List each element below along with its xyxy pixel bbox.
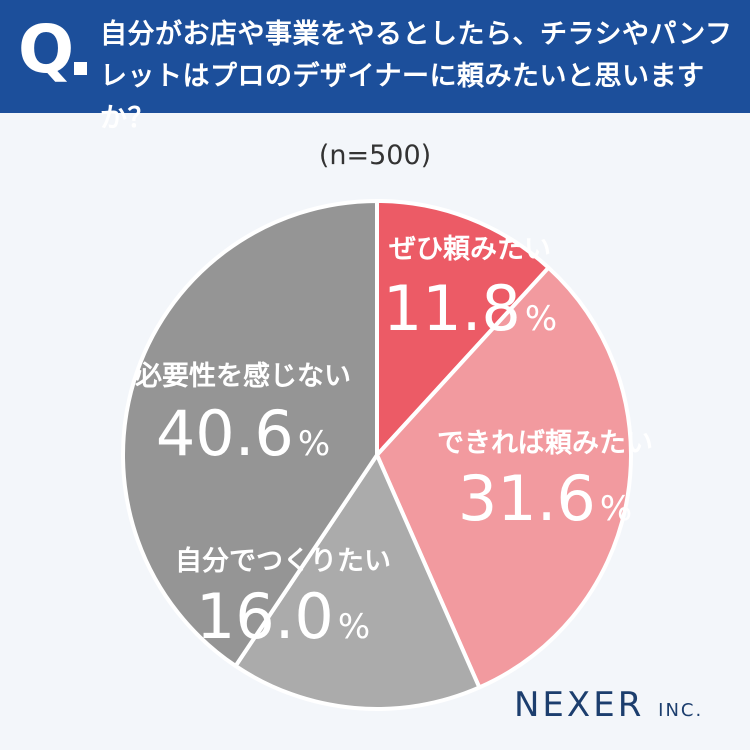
slice-label-3: 自分でつくりたい	[175, 545, 391, 577]
pie-slice-2	[375, 265, 633, 690]
slice-label-1: ぜひ頼みたい	[389, 234, 551, 265]
q-dot-icon	[74, 62, 87, 75]
slice-label-4: 必要性を感じない	[135, 360, 351, 392]
brand-logo: NEXER INC.	[514, 685, 703, 725]
slice-value-4: 40.6%	[156, 397, 330, 470]
slice-value-3: 16.0%	[196, 580, 370, 653]
slice-value-1: 11.8%	[383, 272, 557, 345]
brand-suffix: INC.	[658, 700, 704, 721]
question-text: 自分がお店や事業をやるとしたら、チラシやパンフレットはプロのデザイナーに頼みたい…	[100, 19, 733, 134]
question-header: Q 自分がお店や事業をやるとしたら、チラシやパンフレットはプロのデザイナーに頼み…	[0, 0, 750, 134]
pie-slice-4	[121, 199, 379, 668]
q-letter: Q	[18, 11, 75, 88]
slice-value-2: 31.6%	[458, 462, 632, 535]
brand-name: NEXER	[514, 685, 645, 725]
slice-label-2: できれば頼みたい	[437, 428, 653, 459]
pie-slice-1	[375, 199, 551, 457]
pie-slice-3	[233, 453, 482, 711]
sample-size: (n=500)	[318, 140, 432, 171]
